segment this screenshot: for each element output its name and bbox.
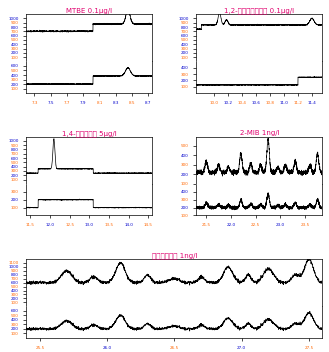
Title: 1,2-ジクロロエタン 0.1μg/l: 1,2-ジクロロエタン 0.1μg/l [224, 7, 294, 14]
Title: 1,4-ジオキサン 5μg/l: 1,4-ジオキサン 5μg/l [62, 130, 117, 137]
Title: ジェオスミン 1ng/l: ジェオスミン 1ng/l [152, 252, 197, 259]
Title: 2-MIB 1ng/l: 2-MIB 1ng/l [240, 130, 279, 136]
Title: MTBE 0.1μg/l: MTBE 0.1μg/l [66, 8, 113, 14]
